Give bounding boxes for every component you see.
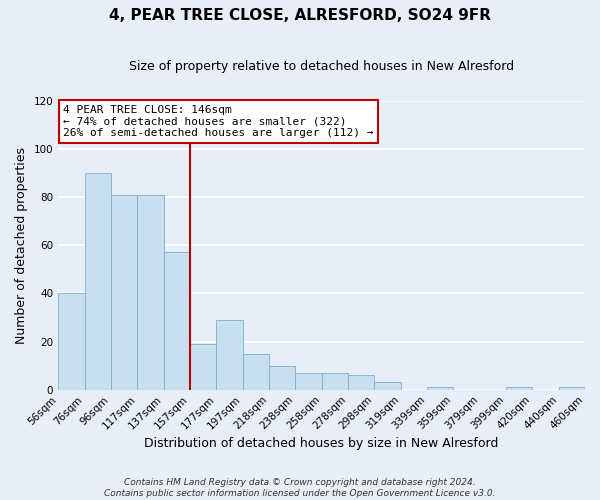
Text: Contains HM Land Registry data © Crown copyright and database right 2024.
Contai: Contains HM Land Registry data © Crown c…	[104, 478, 496, 498]
Bar	[559, 388, 585, 390]
Title: Size of property relative to detached houses in New Alresford: Size of property relative to detached ho…	[129, 60, 514, 73]
Bar	[295, 373, 322, 390]
Bar	[322, 373, 348, 390]
Bar	[242, 354, 269, 390]
Bar	[58, 294, 85, 390]
X-axis label: Distribution of detached houses by size in New Alresford: Distribution of detached houses by size …	[145, 437, 499, 450]
Bar	[427, 388, 453, 390]
Bar	[85, 173, 111, 390]
Text: 4 PEAR TREE CLOSE: 146sqm
← 74% of detached houses are smaller (322)
26% of semi: 4 PEAR TREE CLOSE: 146sqm ← 74% of detac…	[64, 105, 374, 138]
Bar	[137, 194, 164, 390]
Bar	[348, 376, 374, 390]
Bar	[190, 344, 216, 390]
Bar	[216, 320, 242, 390]
Bar	[269, 366, 295, 390]
Y-axis label: Number of detached properties: Number of detached properties	[15, 146, 28, 344]
Bar	[374, 382, 401, 390]
Text: 4, PEAR TREE CLOSE, ALRESFORD, SO24 9FR: 4, PEAR TREE CLOSE, ALRESFORD, SO24 9FR	[109, 8, 491, 22]
Bar	[506, 388, 532, 390]
Bar	[164, 252, 190, 390]
Bar	[111, 194, 137, 390]
